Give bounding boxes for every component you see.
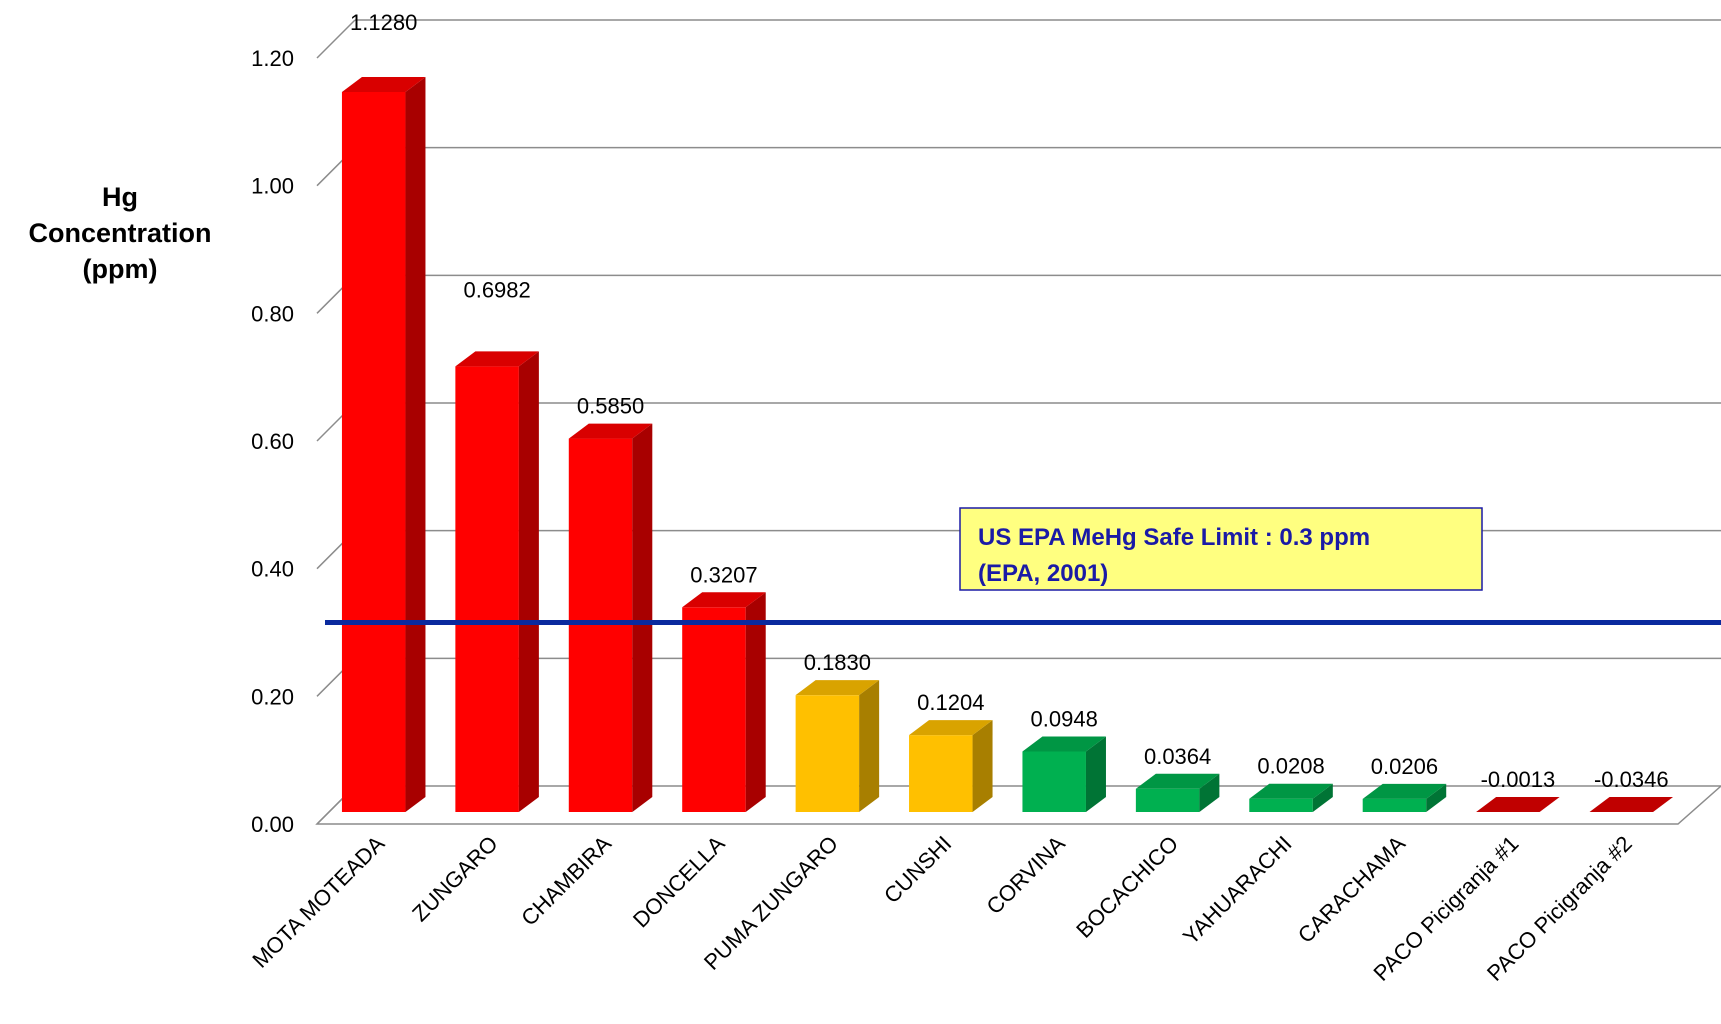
y-axis-title-line-1: Hg xyxy=(102,182,138,212)
y-axis-title-line-3: (ppm) xyxy=(83,254,158,284)
annotation-background xyxy=(959,507,1483,591)
annotation-box: US EPA MeHg Safe Limit : 0.3 ppm (EPA, 2… xyxy=(959,507,1483,591)
bar-front xyxy=(1022,751,1086,812)
bar xyxy=(682,592,766,812)
bar xyxy=(1249,783,1333,812)
side-gridline xyxy=(316,19,356,59)
bar-side xyxy=(632,423,653,812)
x-tick-label: BOCACHICO xyxy=(1071,831,1183,943)
bar-top xyxy=(795,680,880,696)
x-tick-label: ZUNGARO xyxy=(407,831,502,926)
bar xyxy=(1476,797,1560,812)
bar xyxy=(1589,797,1674,812)
y-tick-label: 0.80 xyxy=(251,301,294,326)
bar-top xyxy=(1589,797,1674,812)
y-tick-label: 0.60 xyxy=(251,429,294,454)
data-label: 0.6982 xyxy=(463,277,530,302)
bar-front xyxy=(682,607,746,812)
bar-side xyxy=(1426,783,1447,812)
bar-front xyxy=(795,695,860,812)
bar-side xyxy=(518,351,539,812)
data-label: -0.0346 xyxy=(1594,767,1669,792)
y-tick-label: 0.40 xyxy=(251,557,294,582)
bar-front xyxy=(1249,798,1313,812)
y-axis-title-line-2: Concentration xyxy=(28,218,211,248)
bar-side xyxy=(745,592,766,812)
bar xyxy=(1135,773,1220,812)
data-label: 0.0208 xyxy=(1257,754,1324,779)
bar-front xyxy=(455,366,519,812)
bar xyxy=(1362,783,1447,812)
bar-top xyxy=(1135,773,1220,789)
bar-side xyxy=(972,720,993,812)
data-label: 0.0206 xyxy=(1371,754,1438,779)
bar-top xyxy=(1022,736,1106,752)
data-label: 0.0948 xyxy=(1031,706,1098,731)
bar xyxy=(455,351,539,812)
bar-top xyxy=(568,423,653,439)
data-label: 0.3207 xyxy=(690,562,757,587)
bar-top xyxy=(1362,783,1447,799)
bar-side xyxy=(859,680,880,812)
bar-top xyxy=(341,76,426,92)
bar-side xyxy=(405,76,426,812)
bar-front xyxy=(341,91,406,812)
x-tick-label: CARACHAMA xyxy=(1293,831,1410,948)
bar xyxy=(909,720,993,812)
bar-front xyxy=(909,735,973,812)
bars xyxy=(341,76,1674,812)
annotation-line-1: US EPA MeHg Safe Limit : 0.3 ppm xyxy=(978,524,1370,551)
x-tick-label: MOTA MOTEADA xyxy=(247,831,389,973)
x-tick-label: YAHUARACHI xyxy=(1178,831,1297,950)
data-label: 1.1280 xyxy=(350,10,417,35)
bar xyxy=(1022,736,1106,812)
bar-side xyxy=(1199,773,1220,812)
y-tick-label: 1.20 xyxy=(251,46,294,71)
bar-top xyxy=(1476,797,1560,812)
x-tick-label: DONCELLA xyxy=(628,831,730,933)
bar-front xyxy=(1362,798,1427,812)
y-tick-label: 0.00 xyxy=(251,812,294,837)
annotation-line-2: (EPA, 2001) xyxy=(978,560,1108,587)
data-label: 0.5850 xyxy=(577,394,644,419)
bar-top xyxy=(455,351,539,367)
bar-top xyxy=(682,592,766,608)
y-tick-label: 0.20 xyxy=(251,684,294,709)
bar xyxy=(795,680,880,812)
data-label: -0.0013 xyxy=(1481,767,1556,792)
data-label: 0.1204 xyxy=(917,690,984,715)
x-axis-labels: MOTA MOTEADA ZUNGARO CHAMBIRA DONCELLAPUMA … xyxy=(247,831,1636,986)
x-tick-label: CUNSHI xyxy=(879,831,956,908)
y-axis: 0.00 0.20 0.40 0.60 0.80 1.00 1.20 xyxy=(251,46,294,837)
bar-side xyxy=(1312,783,1333,812)
x-tick-label: CORVINA xyxy=(981,831,1070,920)
bar-top xyxy=(1249,783,1333,799)
bar xyxy=(568,423,653,812)
x-tick-label: CHAMBIRA xyxy=(516,831,616,931)
y-tick-label: 1.00 xyxy=(251,174,294,199)
data-labels: 1.1280 0.6982 0.5850 0.3207 0.1830 0.1204 0.09… xyxy=(350,10,1669,792)
bar-top xyxy=(909,720,993,736)
data-label: 0.0364 xyxy=(1144,744,1211,769)
data-label: 0.1830 xyxy=(804,650,871,675)
bar-side xyxy=(1085,736,1106,812)
bar xyxy=(341,76,426,812)
bar-front xyxy=(568,438,633,812)
bar-front xyxy=(1135,788,1200,812)
